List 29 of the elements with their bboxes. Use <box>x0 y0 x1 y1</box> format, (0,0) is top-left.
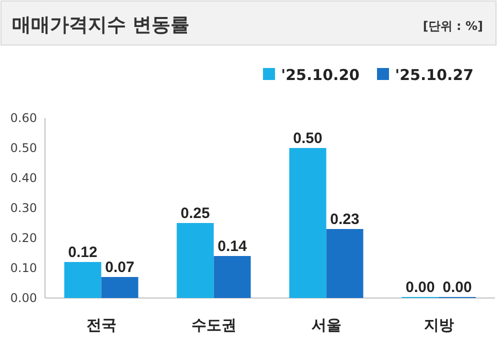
x-tick-label: 서울 <box>311 316 342 334</box>
y-tick-label: 0.10 <box>10 261 37 275</box>
chart-title: 매매가격지수 변동률 <box>12 14 190 36</box>
y-tick-label: 0.20 <box>10 231 37 245</box>
y-tick-label: 0.30 <box>10 201 37 215</box>
bar <box>326 229 364 298</box>
legend-label: '25.10.20 <box>281 66 360 84</box>
bar <box>214 256 251 298</box>
data-label: 0.00 <box>406 279 435 296</box>
data-label: 0.23 <box>330 211 360 228</box>
data-label: 0.00 <box>442 279 472 296</box>
y-tick-label: 0.00 <box>10 291 37 305</box>
data-label: 0.25 <box>180 205 210 222</box>
data-label: 0.14 <box>218 238 248 255</box>
data-label: 0.07 <box>105 259 134 276</box>
x-tick-label: 수도권 <box>191 316 236 334</box>
x-tick-label: 지방 <box>424 316 454 334</box>
legend-label: '25.10.27 <box>395 66 474 84</box>
y-tick-label: 0.40 <box>10 171 37 185</box>
bar <box>289 148 326 298</box>
data-label: 0.50 <box>293 130 322 147</box>
bar <box>101 277 138 298</box>
bar <box>64 262 102 298</box>
x-tick-label: 전국 <box>86 316 116 334</box>
y-tick-label: 0.60 <box>10 111 37 125</box>
text: [단위 : %] <box>422 19 483 33</box>
y-tick-label: 0.50 <box>10 141 37 155</box>
bar <box>176 223 214 298</box>
data-label: 0.12 <box>68 244 98 261</box>
